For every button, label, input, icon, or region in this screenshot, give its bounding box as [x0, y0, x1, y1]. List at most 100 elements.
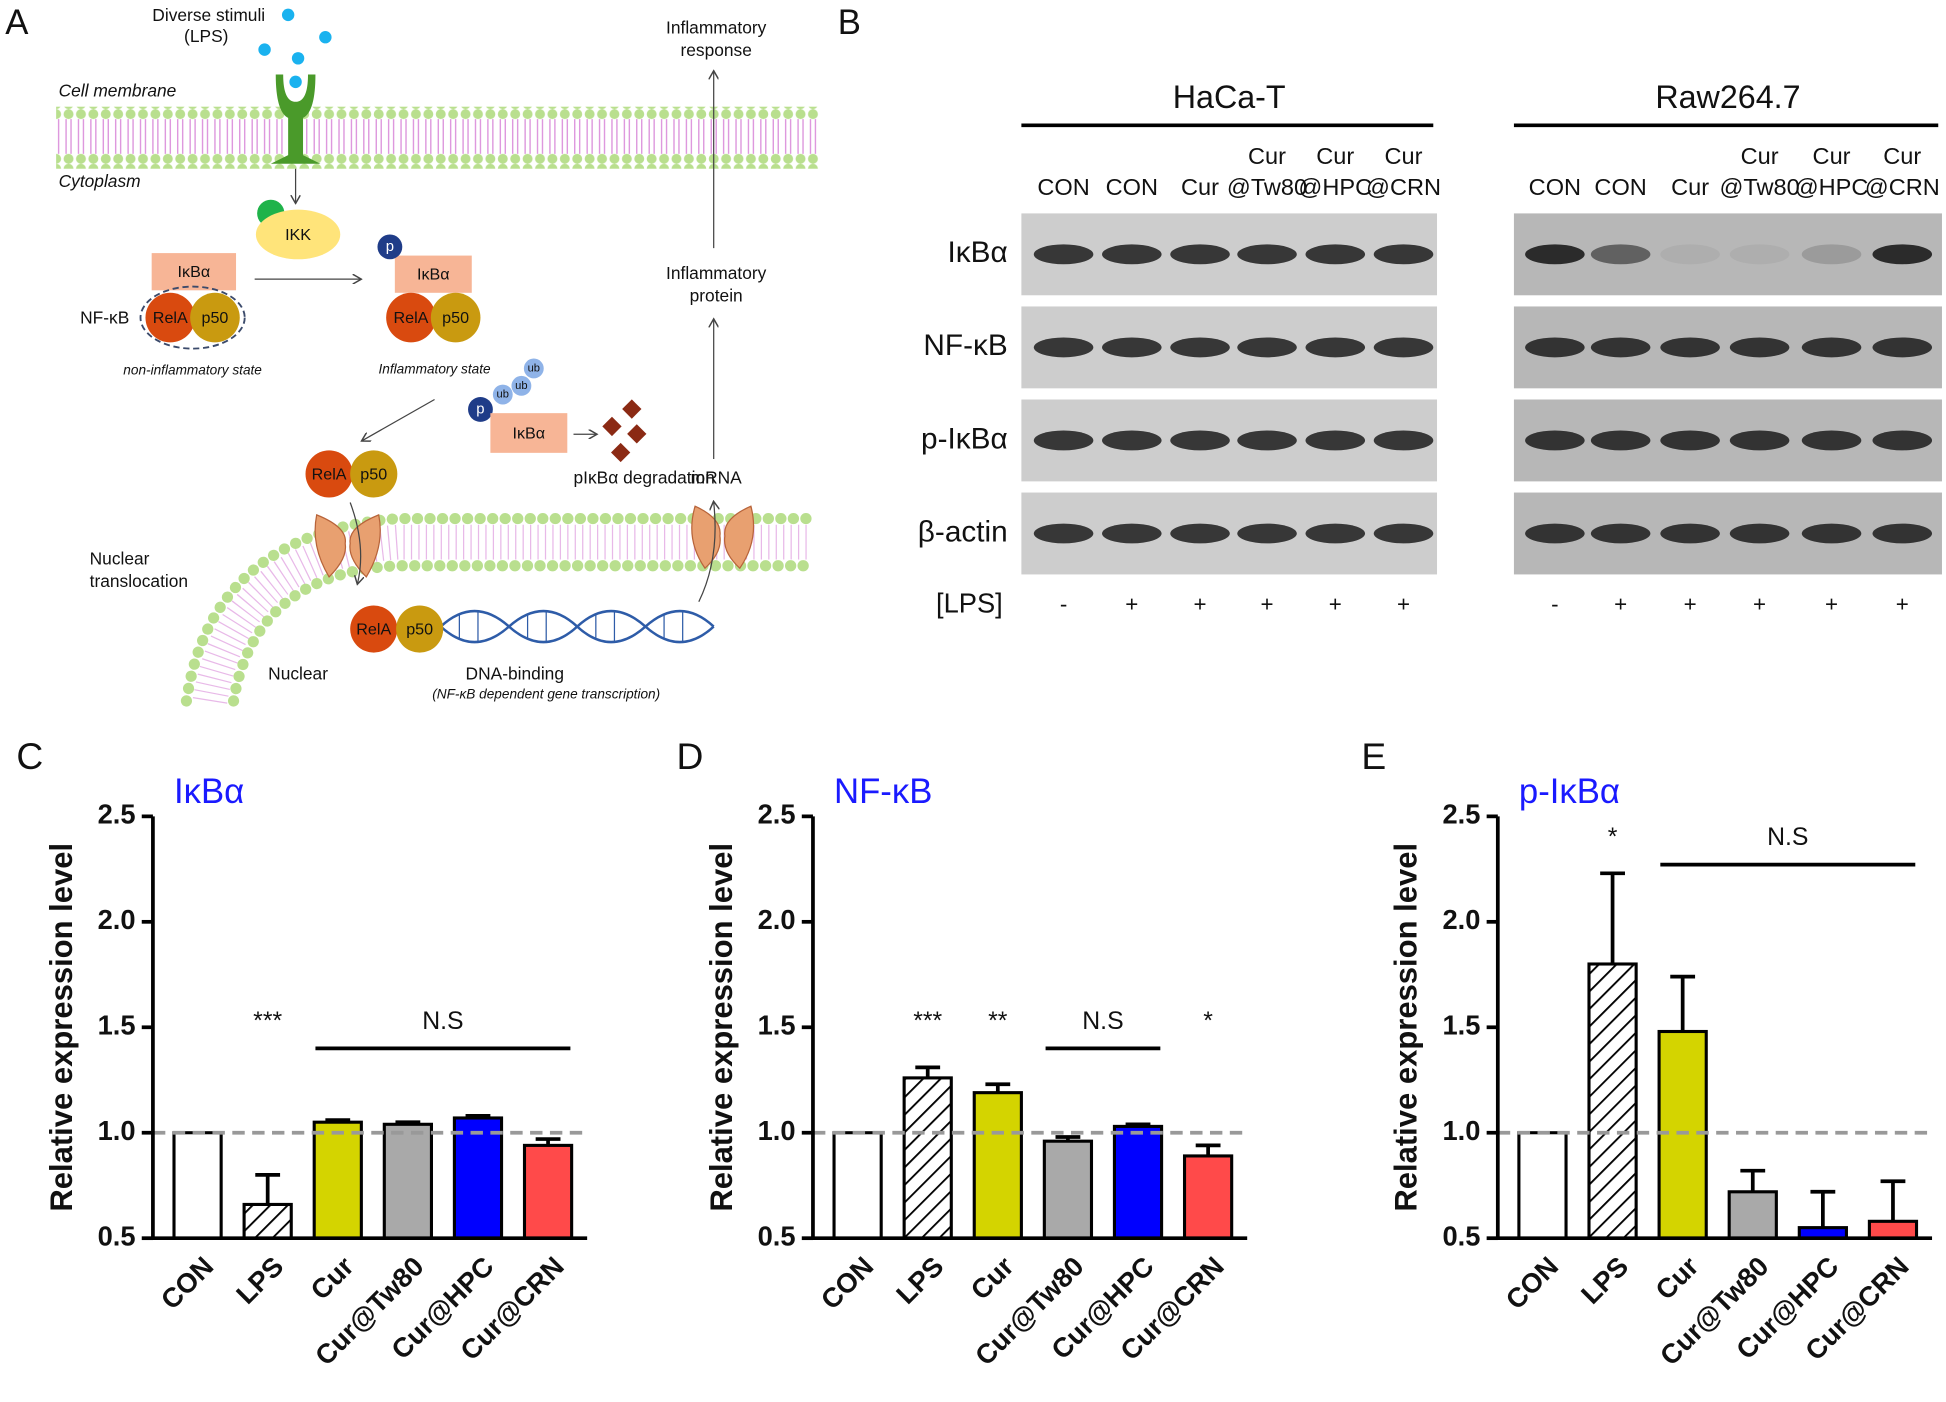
- panel-label: C: [16, 735, 43, 777]
- band: [1170, 244, 1230, 265]
- lane-label: @Tw80: [1719, 174, 1799, 200]
- x-tick-label: LPS: [230, 1250, 289, 1309]
- y-axis-title: Relative expression level: [1389, 843, 1424, 1212]
- band: [1237, 523, 1297, 544]
- treatment-sign: +: [1614, 591, 1627, 616]
- band: [1729, 430, 1790, 451]
- label: p50: [360, 465, 387, 483]
- lane-label: CON: [1594, 174, 1646, 200]
- panel-label: A: [5, 4, 29, 42]
- treatment-sign: +: [1896, 591, 1909, 616]
- label: IκBα: [417, 266, 450, 284]
- node: [386, 292, 436, 343]
- annotation: *: [1608, 824, 1618, 851]
- bars: [172, 1114, 574, 1240]
- node: [377, 234, 403, 260]
- bar: [452, 1116, 504, 1240]
- protein-label: β-actin: [918, 515, 1008, 548]
- error-bar: [255, 1173, 281, 1205]
- chart-title: NF-κB: [834, 773, 932, 811]
- treatment-sign: +: [1329, 591, 1342, 616]
- membrane: [56, 106, 820, 169]
- lane-label: @CRN: [1366, 174, 1441, 200]
- lane-label: CON: [1106, 174, 1158, 200]
- x-tick-label: CON: [815, 1250, 880, 1315]
- panel-a: A Diverse stimuli (LPS) Cell membrane Cyt…: [5, 4, 820, 707]
- axes: [1495, 816, 1933, 1241]
- band: [1170, 523, 1230, 544]
- y-tick-label: 1.5: [758, 1009, 796, 1040]
- band: [1102, 337, 1162, 358]
- y-tick-label: 2.0: [758, 904, 796, 935]
- protein-label: IκBα: [948, 236, 1008, 269]
- annotation: ***: [253, 1008, 282, 1035]
- treatment-sign: +: [1397, 591, 1410, 616]
- protein-label: p-IκBα: [921, 422, 1008, 455]
- panel-b: B HaCa-T CON CON Cur Cur @Tw80 Cur @HPC Cur @CRN -…: [838, 4, 1942, 619]
- treatment-sign: +: [1194, 591, 1207, 616]
- lane-label: @Tw80: [1227, 174, 1307, 200]
- band: [1801, 337, 1862, 358]
- band: [1525, 244, 1585, 265]
- outline: [139, 285, 246, 350]
- arrow: [363, 398, 435, 440]
- lane-label: Cur: [1883, 143, 1921, 169]
- band: [1237, 244, 1297, 265]
- lane-label: Cur: [1316, 143, 1354, 169]
- band: [1305, 430, 1366, 451]
- band: [1525, 430, 1585, 451]
- y-axis-title: Relative expression level: [704, 843, 739, 1212]
- label: p50: [406, 621, 433, 639]
- protein-label: NF-κB: [923, 329, 1007, 362]
- bar: [242, 1202, 293, 1240]
- label-line: (LPS): [184, 26, 228, 46]
- label-line: translocation: [90, 570, 188, 590]
- annotation: **: [988, 1008, 1008, 1035]
- error-bar: [1195, 1143, 1221, 1156]
- label: RelA: [312, 465, 347, 483]
- bar: [1587, 962, 1638, 1240]
- bar: [1182, 1154, 1234, 1240]
- treatment-sign: +: [1753, 591, 1766, 616]
- lane-label: Cur: [1741, 143, 1779, 169]
- node: [396, 605, 444, 653]
- error-bar: [1125, 1122, 1151, 1127]
- bar: [832, 1131, 883, 1240]
- x-tick-label: CON: [155, 1250, 220, 1315]
- y-tick-label: 2.0: [1442, 904, 1480, 935]
- y-tick-label: 1.0: [1442, 1115, 1480, 1146]
- label: Cytoplasm: [59, 171, 141, 191]
- error-bar: [395, 1120, 421, 1125]
- chart: C IκBα Relative expression level 0.5 1.0 1.5 2…: [16, 735, 588, 1371]
- label: Inflammatory response: [666, 17, 767, 59]
- fragments: [602, 399, 647, 463]
- band: [1102, 523, 1162, 544]
- blot: [1513, 213, 1942, 296]
- label: Inflammatory protein: [666, 263, 767, 305]
- bar: [1867, 1219, 1919, 1240]
- annotation: *: [1203, 1008, 1213, 1035]
- x-tick-label: LPS: [1575, 1250, 1634, 1309]
- lane-label: CON: [1037, 174, 1089, 200]
- label: IκBα: [178, 263, 211, 281]
- y-tick-label: 2.5: [98, 799, 136, 830]
- band: [1102, 430, 1162, 451]
- panel-label: B: [838, 4, 861, 42]
- treatment-sign: -: [1060, 591, 1067, 616]
- label: RelA: [153, 309, 188, 327]
- band: [1033, 337, 1094, 358]
- label: non-inflammatory state: [123, 363, 262, 378]
- bar: [1657, 1029, 1708, 1240]
- node: [255, 209, 341, 260]
- band: [1525, 337, 1585, 358]
- error-bar: [1670, 974, 1696, 1032]
- bar: [1112, 1124, 1164, 1240]
- label: Nuclear: [268, 664, 328, 684]
- charts: C IκBα Relative expression level 0.5 1.0 1.5 2…: [16, 735, 1933, 1371]
- band: [1590, 523, 1651, 544]
- arrow: [698, 502, 715, 602]
- band: [1660, 337, 1720, 358]
- band: [1801, 430, 1862, 451]
- annotation: N.S: [1082, 1008, 1123, 1035]
- label: IκBα: [513, 425, 546, 443]
